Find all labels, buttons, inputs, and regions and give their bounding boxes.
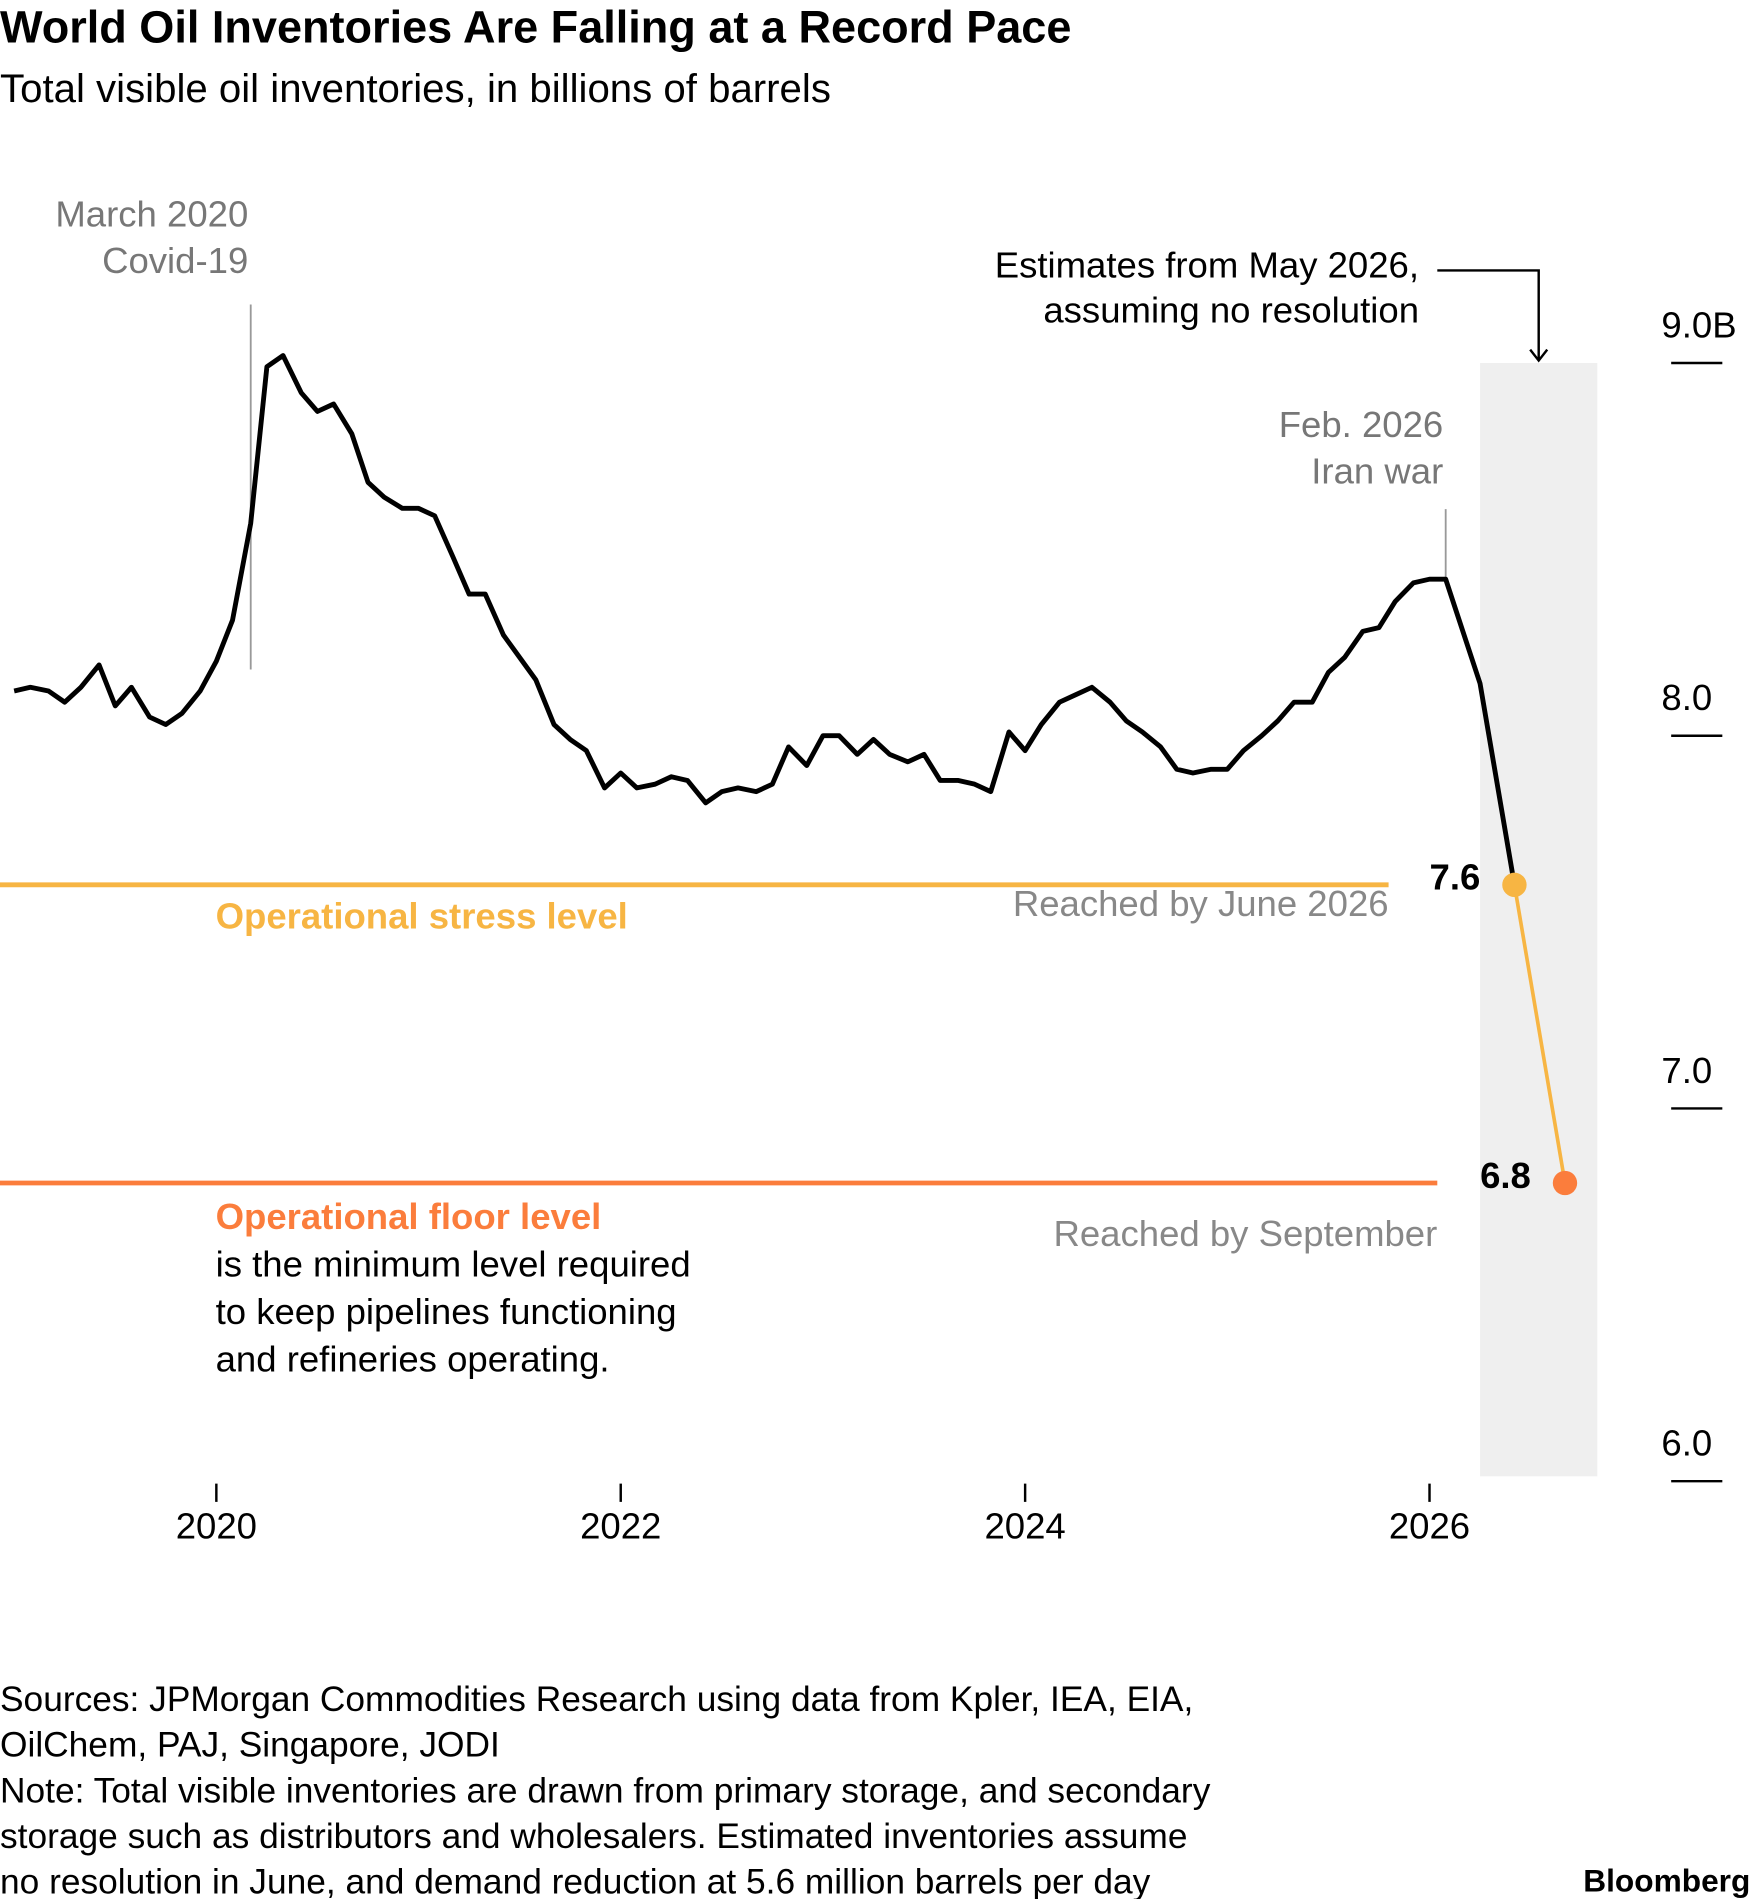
y-tick-label: 7.0 <box>1661 1050 1712 1091</box>
reference-note: Reached by September <box>1053 1213 1437 1254</box>
reference-label: Operational floor level <box>216 1196 602 1237</box>
reference-description: is the minimum level required <box>216 1244 691 1285</box>
source: OilChem, PAJ, Singapore, JODI <box>0 1726 500 1765</box>
data-point <box>1552 1170 1578 1196</box>
x-tick-label: 2024 <box>984 1505 1065 1546</box>
reference-description: to keep pipelines functioning <box>216 1291 677 1332</box>
note: no resolution in June, and demand reduct… <box>0 1863 1151 1899</box>
credit: Bloomberg <box>1583 1862 1750 1898</box>
x-tick-label: 2020 <box>176 1505 257 1546</box>
y-tick-label: 9.0B <box>1661 304 1736 345</box>
series-line <box>13 353 1517 886</box>
estimate-arrow <box>1437 269 1549 363</box>
x-tick-label: 2022 <box>580 1505 661 1546</box>
estimate-label: assuming no resolution <box>1043 290 1419 331</box>
estimate-label: Estimates from May 2026, <box>995 245 1419 286</box>
reference-description: and refineries operating. <box>216 1339 610 1380</box>
event-label: Feb. 2026 <box>1279 404 1444 445</box>
y-tick-label: 8.0 <box>1661 677 1712 718</box>
series-line <box>1512 884 1567 1184</box>
y-tick-label: 6.0 <box>1661 1423 1712 1464</box>
estimate-band <box>1480 363 1598 1477</box>
event-label: Covid-19 <box>102 240 248 281</box>
chart-title: World Oil Inventories Are Falling at a R… <box>0 1 1071 52</box>
data-point <box>1502 872 1527 898</box>
event-label: Iran war <box>1311 451 1443 492</box>
data-label: 6.8 <box>1480 1155 1531 1196</box>
reference-label: Operational stress level <box>216 896 628 937</box>
note: storage such as distributors and wholesa… <box>0 1817 1187 1856</box>
reference-note: Reached by June 2026 <box>1013 883 1389 924</box>
chart-subtitle: Total visible oil inventories, in billio… <box>0 66 831 111</box>
x-tick-label: 2026 <box>1389 1505 1470 1546</box>
event-label: March 2020 <box>55 193 248 234</box>
source: Sources: JPMorgan Commodities Research u… <box>0 1680 1193 1719</box>
note: Note: Total visible inventories are draw… <box>0 1771 1211 1810</box>
data-label: 7.6 <box>1430 857 1481 898</box>
